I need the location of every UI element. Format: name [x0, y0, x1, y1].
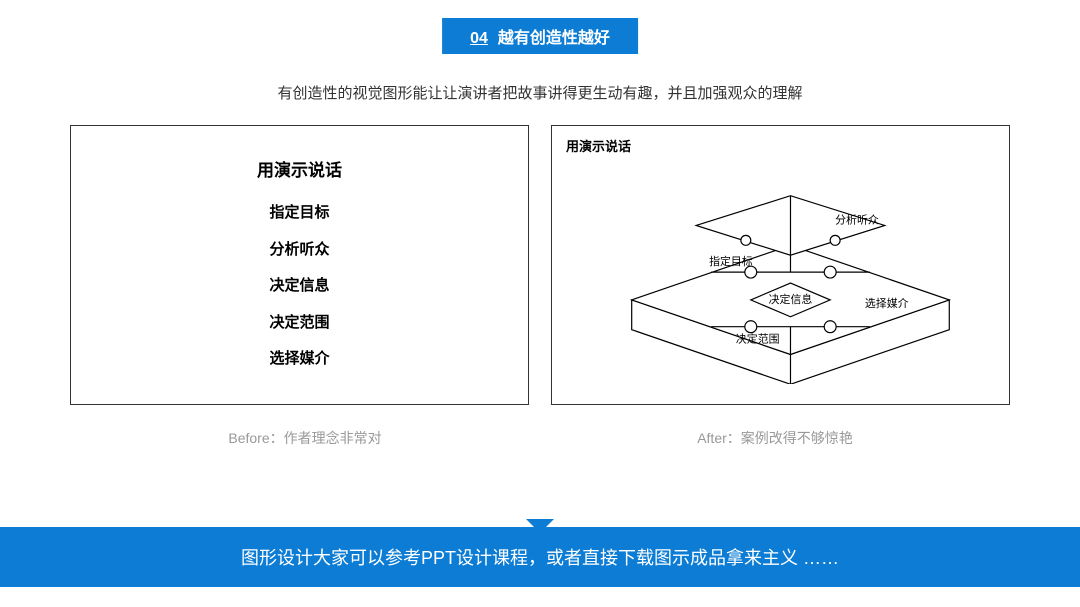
- puzzle-label: 选择媒介: [865, 296, 909, 310]
- after-caption: After：案例改得不够惊艳: [540, 428, 1010, 448]
- section-title: 越有创造性越好: [498, 30, 610, 47]
- section-badge: 04 越有创造性越好: [442, 18, 638, 54]
- puzzle-label: 决定范围: [736, 332, 780, 346]
- puzzle-label: 决定信息: [769, 292, 813, 306]
- list-item: 选择媒介: [269, 345, 329, 374]
- right-panel-title: 用演示说话: [566, 136, 631, 155]
- puzzle-label: 分析听众: [835, 212, 879, 226]
- list-item: 决定范围: [269, 309, 329, 338]
- after-panel: 用演示说话: [551, 125, 1010, 405]
- before-caption: Before：作者理念非常对: [70, 428, 540, 448]
- list-item: 分析听众: [269, 236, 329, 265]
- footer-text: 图形设计大家可以参考PPT设计课程，或者直接下载图示成品拿来主义 ……: [241, 548, 839, 568]
- before-panel: 用演示说话 指定目标 分析听众 决定信息 决定范围 选择媒介: [70, 125, 529, 405]
- comparison-panels: 用演示说话 指定目标 分析听众 决定信息 决定范围 选择媒介 用演示说话: [70, 125, 1010, 405]
- subtitle-text: 有创造性的视觉图形能让让演讲者把故事讲得更生动有趣，并且加强观众的理解: [0, 82, 1080, 103]
- section-number: 04: [470, 30, 488, 47]
- panel-captions: Before：作者理念非常对 After：案例改得不够惊艳: [70, 428, 1010, 448]
- list-item: 决定信息: [269, 272, 329, 301]
- puzzle-diagram: 指定目标 分析听众 决定信息 选择媒介 决定范围: [592, 156, 989, 384]
- left-panel-title: 用演示说话: [257, 156, 342, 181]
- puzzle-label: 指定目标: [709, 254, 753, 268]
- list-item: 指定目标: [269, 199, 329, 228]
- footer-banner: 图形设计大家可以参考PPT设计课程，或者直接下载图示成品拿来主义 ……: [0, 527, 1080, 587]
